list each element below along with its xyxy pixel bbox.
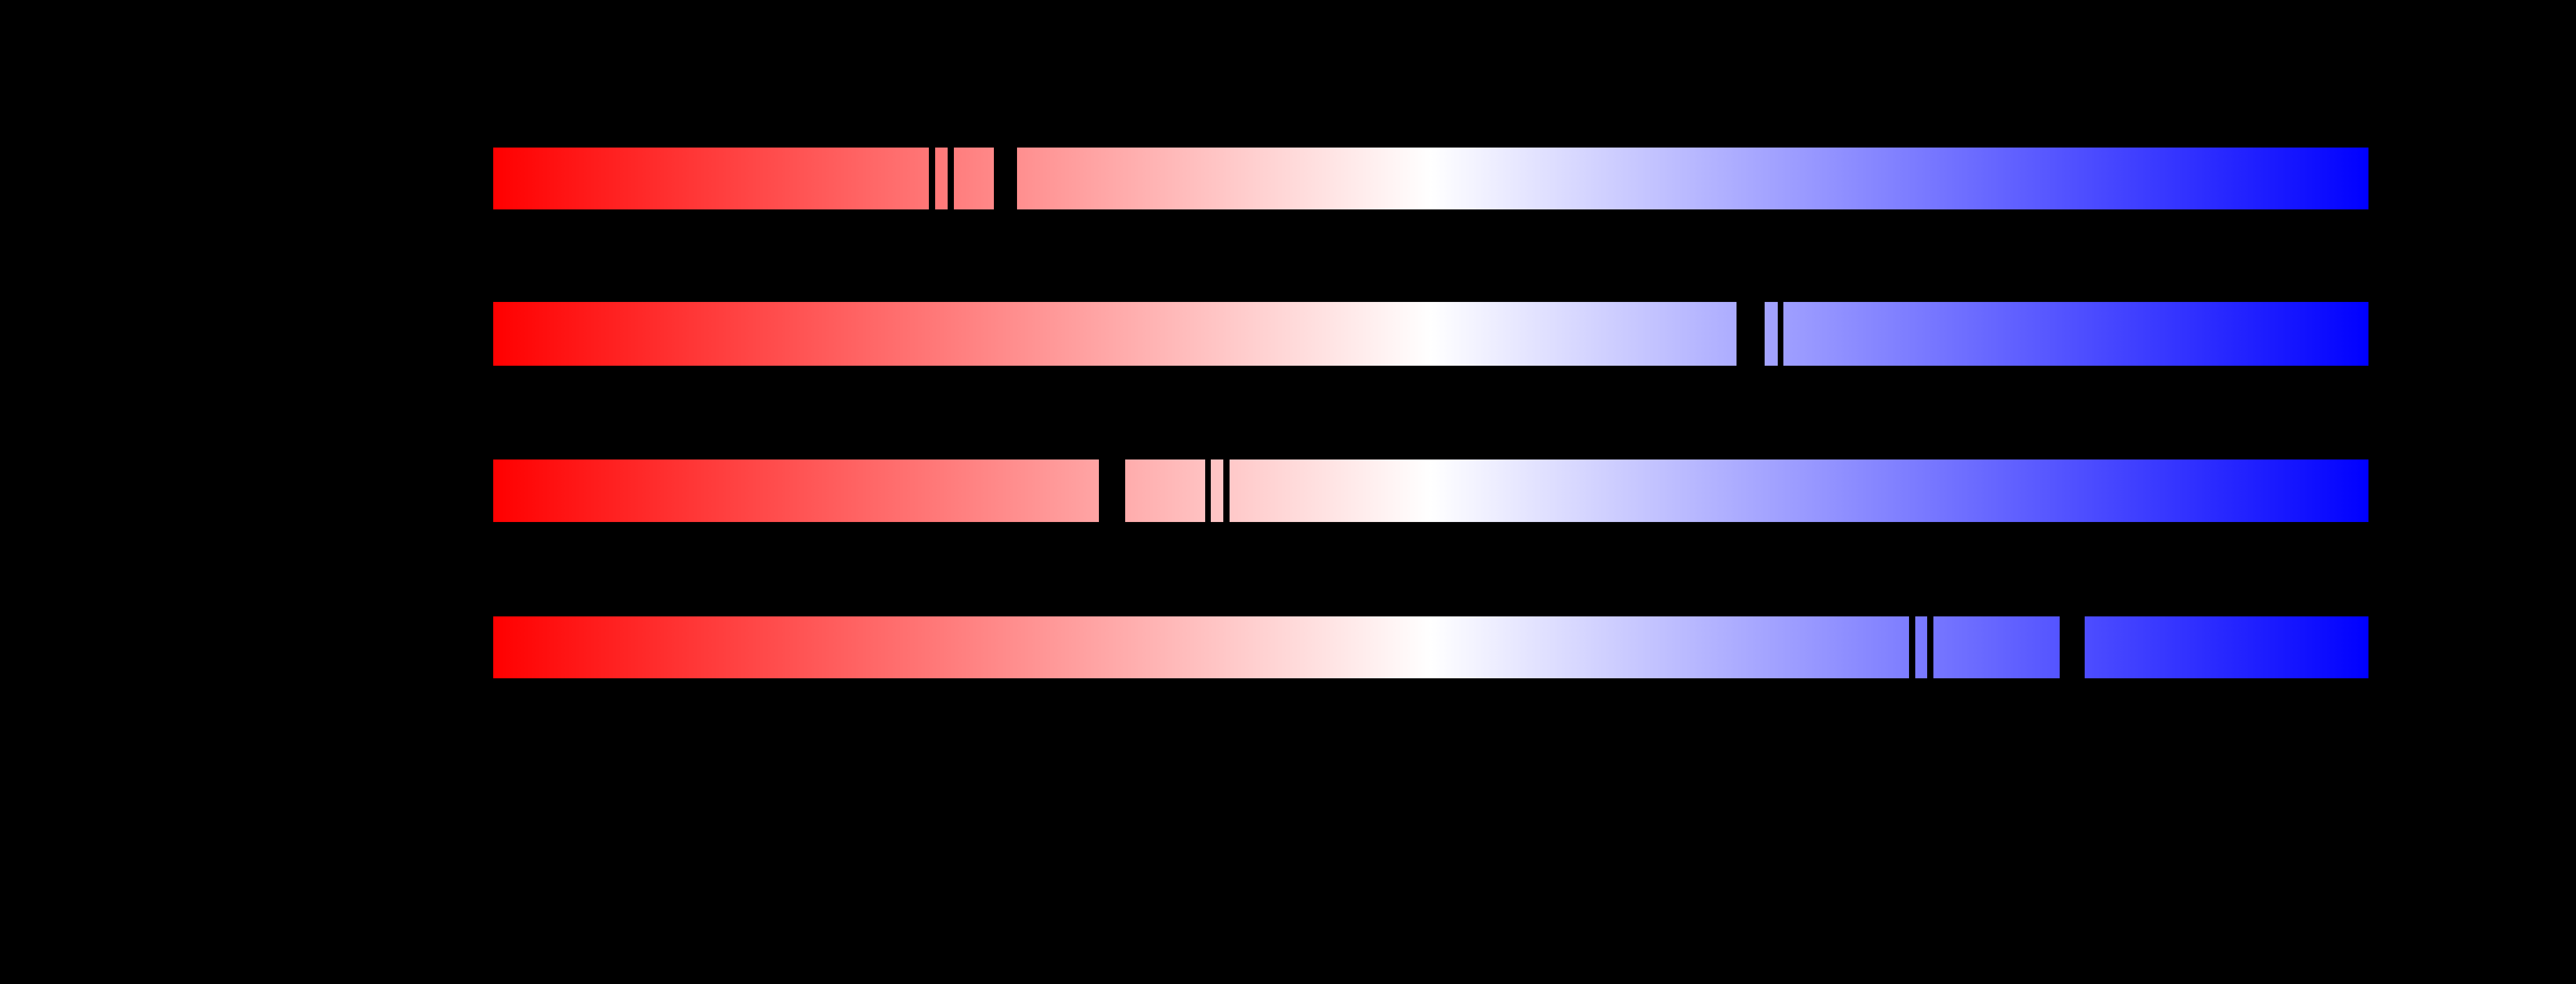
gradient-bar-row-3 xyxy=(493,459,2368,522)
thin-value-marker xyxy=(929,148,935,209)
thin-value-marker xyxy=(1205,459,1211,522)
thin-value-marker xyxy=(1927,616,1933,678)
gradient-bar-row-4 xyxy=(493,616,2368,678)
thick-value-marker xyxy=(1099,459,1125,522)
thick-value-marker xyxy=(994,148,1017,209)
thin-value-marker xyxy=(1223,459,1230,522)
thin-value-marker xyxy=(948,148,954,209)
thick-value-marker xyxy=(1737,302,1765,366)
thin-value-marker xyxy=(1909,616,1915,678)
thick-value-marker xyxy=(2060,616,2085,678)
thin-value-marker xyxy=(1778,302,1783,366)
gradient-bar-row-1 xyxy=(493,148,2368,209)
gradient-bar-row-2 xyxy=(493,302,2368,366)
